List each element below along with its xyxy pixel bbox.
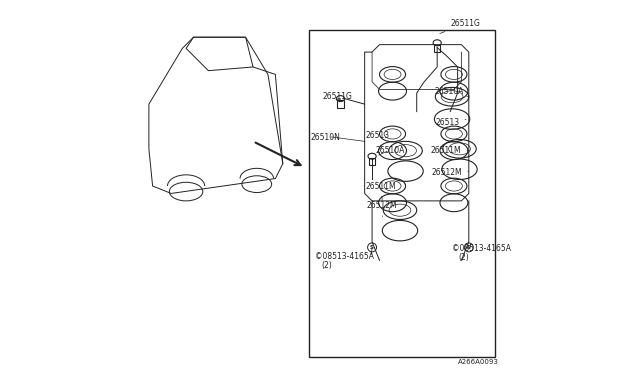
Text: 26513: 26513 bbox=[365, 131, 390, 148]
Text: ©08513-4165A: ©08513-4165A bbox=[315, 251, 374, 260]
Bar bbox=[337, 100, 344, 108]
Text: 26511G: 26511G bbox=[323, 92, 353, 101]
Text: (2): (2) bbox=[459, 253, 470, 262]
Text: (2): (2) bbox=[322, 261, 333, 270]
Text: 26510A: 26510A bbox=[435, 87, 468, 97]
Text: 26512M: 26512M bbox=[367, 201, 397, 217]
Text: A266A0093: A266A0093 bbox=[458, 359, 499, 365]
Text: 26512M: 26512M bbox=[431, 168, 468, 177]
Bar bbox=[369, 158, 375, 165]
FancyBboxPatch shape bbox=[309, 30, 495, 357]
Text: ©08513-4165A: ©08513-4165A bbox=[452, 244, 511, 253]
Text: 26510N: 26510N bbox=[310, 133, 340, 142]
Text: S: S bbox=[467, 245, 471, 250]
Text: 26511G: 26511G bbox=[440, 19, 480, 33]
Text: S: S bbox=[370, 245, 374, 250]
Text: 26511M: 26511M bbox=[365, 182, 396, 200]
Text: 26511M: 26511M bbox=[431, 146, 468, 155]
Bar bbox=[434, 45, 440, 52]
Text: 26510A: 26510A bbox=[375, 145, 404, 155]
Text: 26513: 26513 bbox=[435, 118, 466, 126]
